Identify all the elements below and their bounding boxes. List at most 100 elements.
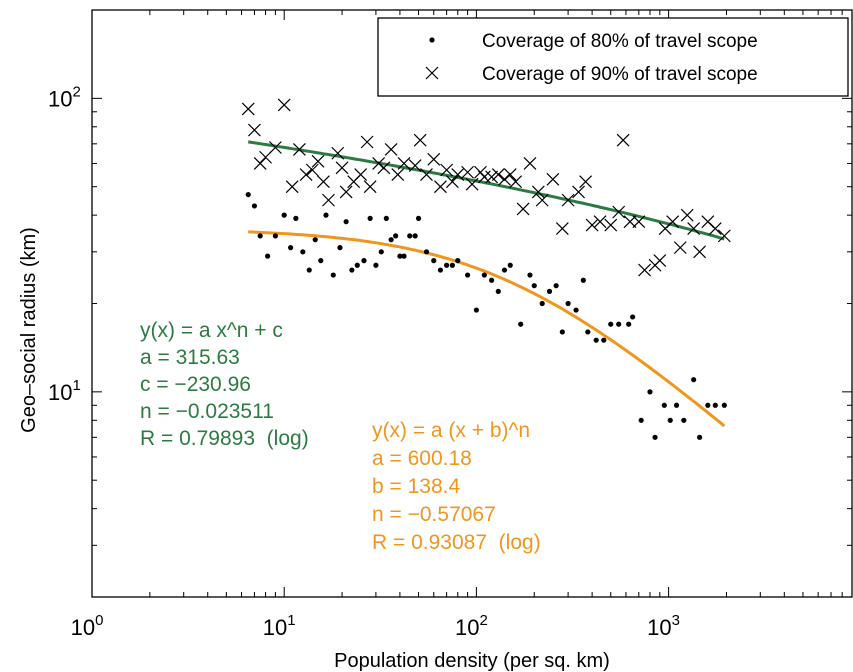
point-90 <box>354 168 368 181</box>
point-80 <box>531 283 537 289</box>
orange-fit-annotation: y(x) = a (x + b)^n a = 600.18 b = 138.4 … <box>372 419 541 554</box>
orange-fit-line-3: b = 138.4 <box>372 475 460 498</box>
point-90 <box>585 218 599 232</box>
point-90 <box>546 172 560 186</box>
point-90 <box>420 168 433 181</box>
point-90 <box>708 222 722 236</box>
point-80 <box>412 233 418 239</box>
point-90 <box>440 163 454 177</box>
point-80 <box>288 245 294 251</box>
point-90 <box>377 161 391 175</box>
point-90 <box>461 165 475 179</box>
point-80 <box>265 253 271 259</box>
point-90 <box>503 168 517 181</box>
point-90 <box>363 180 377 194</box>
orange-fit-line-1: y(x) = a (x + b)^n <box>372 419 530 442</box>
point-80 <box>431 258 437 264</box>
x-tick-label: 100 <box>71 612 104 640</box>
legend-label-90: Coverage of 90% of travel scope <box>482 64 758 85</box>
point-90 <box>413 133 427 147</box>
point-80 <box>601 337 607 343</box>
point-90 <box>465 177 479 191</box>
point-80 <box>667 417 673 423</box>
point-90 <box>593 215 607 229</box>
point-80 <box>251 203 258 209</box>
x-tick-label: 103 <box>647 612 680 640</box>
point-80 <box>473 307 479 313</box>
y-axis-title: Geo–social radius (km) <box>18 227 40 433</box>
point-80 <box>349 267 355 273</box>
point-90 <box>277 98 291 112</box>
point-80 <box>401 253 407 259</box>
plot-area <box>91 9 853 598</box>
legend: Coverage of 80% of travel scope Coverage… <box>377 17 849 97</box>
point-90 <box>427 152 441 166</box>
point-90 <box>491 168 505 181</box>
x-axis-title: Population density (per sq. km) <box>334 650 610 672</box>
green-fit-line-2: a = 315.63 <box>140 346 240 369</box>
point-90 <box>339 185 353 199</box>
point-90 <box>509 175 523 189</box>
point-90 <box>616 133 630 147</box>
point-90 <box>638 263 652 277</box>
point-80 <box>539 300 545 307</box>
point-80 <box>691 377 697 383</box>
point-80 <box>373 262 379 268</box>
point-80 <box>361 258 367 264</box>
point-90 <box>408 159 422 173</box>
point-80 <box>306 267 312 273</box>
green-fit-line-4: n = −0.023511 <box>140 400 274 423</box>
point-90 <box>311 154 325 168</box>
point-80 <box>712 402 718 408</box>
x-tick-label: 101 <box>263 612 296 640</box>
data-points <box>241 98 731 440</box>
point-80 <box>393 233 399 239</box>
point-80 <box>367 215 373 221</box>
point-80 <box>573 307 579 313</box>
point-80 <box>343 219 349 225</box>
point-90 <box>331 146 345 160</box>
point-90 <box>268 141 282 154</box>
point-80 <box>423 249 430 255</box>
green-fit-line-3: c = −230.96 <box>140 373 251 396</box>
point-90 <box>322 193 335 207</box>
point-80 <box>449 262 455 268</box>
point-90 <box>397 157 411 170</box>
point-80 <box>559 329 565 335</box>
point-90 <box>498 172 511 186</box>
green-fit-annotation: y(x) = a x^n + c a = 315.63 c = −230.96 … <box>140 319 309 450</box>
point-80 <box>318 258 324 264</box>
point-80 <box>705 402 711 408</box>
point-90 <box>666 215 680 229</box>
point-80 <box>257 233 263 239</box>
point-90 <box>555 222 569 236</box>
point-80 <box>518 321 524 327</box>
point-90 <box>561 193 575 207</box>
legend-marker-dot <box>429 37 435 43</box>
legend-marker-x <box>425 66 439 80</box>
point-80 <box>630 314 636 320</box>
point-90 <box>485 170 499 184</box>
point-90 <box>391 168 405 181</box>
x-tick-label: 102 <box>455 612 488 640</box>
point-90 <box>335 161 349 175</box>
point-80 <box>626 321 632 327</box>
point-80 <box>546 288 553 294</box>
point-90 <box>572 185 585 199</box>
point-90 <box>372 157 386 170</box>
point-90 <box>241 102 255 116</box>
legend-label-80: Coverage of 80% of travel scope <box>482 31 758 52</box>
orange-fit-curve <box>248 230 726 428</box>
point-80 <box>507 262 513 268</box>
point-80 <box>638 417 644 423</box>
point-80 <box>354 262 360 268</box>
point-80 <box>495 288 501 294</box>
point-90 <box>579 175 593 189</box>
point-90 <box>523 157 537 170</box>
point-80 <box>337 245 343 251</box>
point-80 <box>415 215 422 221</box>
point-90 <box>516 202 530 216</box>
point-90 <box>535 193 549 207</box>
point-80 <box>501 267 508 273</box>
point-80 <box>437 267 444 273</box>
